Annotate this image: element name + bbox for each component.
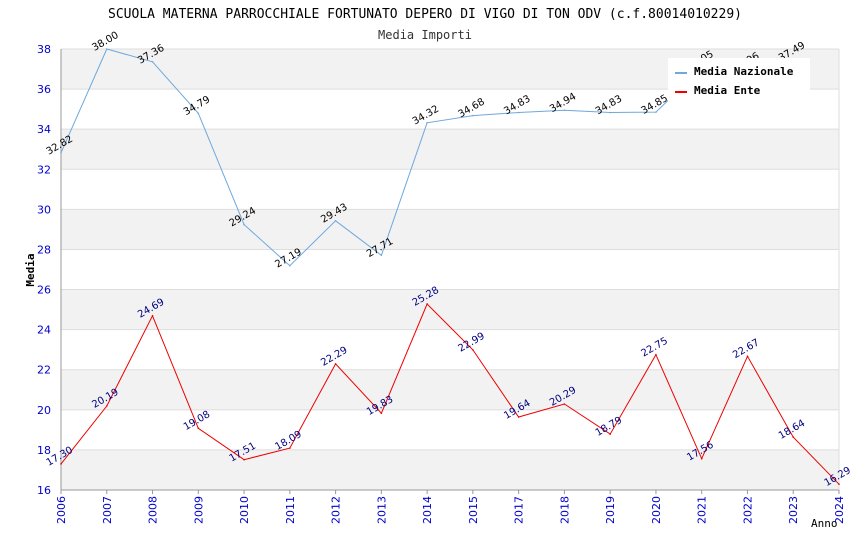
grid-band (61, 129, 839, 170)
x-tick-label: 2021 (696, 496, 709, 524)
data-point (426, 303, 428, 305)
x-tick-label: 2014 (421, 496, 434, 524)
data-label: 34.83 (594, 93, 624, 117)
y-axis-label: Media (24, 253, 37, 286)
data-label: 34.83 (502, 93, 532, 117)
data-point (472, 114, 474, 117)
legend-box (668, 58, 810, 102)
data-label: 18.09 (273, 429, 303, 453)
legend-label-media-nazionale: Media Nazionale (694, 65, 794, 78)
data-label: 34.79 (182, 94, 212, 118)
x-tick-label: 2012 (330, 496, 343, 524)
data-point (563, 403, 566, 405)
data-point (60, 463, 62, 465)
data-point (838, 483, 840, 485)
x-tick-label: 2008 (147, 496, 160, 524)
x-tick-label: 2015 (467, 496, 480, 524)
y-tick-label: 24 (37, 324, 51, 337)
x-tick-label: 2023 (787, 496, 800, 524)
chart-title: SCUOLA MATERNA PARROCCHIALE FORTUNATO DE… (108, 7, 742, 22)
data-label: 18.64 (777, 418, 807, 442)
data-label: 34.85 (640, 93, 670, 117)
x-tick-label: 2009 (192, 496, 205, 524)
data-point (243, 223, 245, 226)
data-point (563, 109, 566, 112)
data-point (517, 111, 520, 114)
x-tick-labels: 2006 2007 2008 2009 2010 2011 2012 2013 2014 2015… (55, 490, 846, 524)
data-point (746, 355, 749, 358)
data-point (334, 363, 337, 365)
data-point (289, 264, 291, 267)
series-line-1 (60, 303, 840, 485)
y-tick-label: 38 (37, 43, 51, 56)
grid-band (61, 209, 839, 250)
data-point (60, 152, 62, 154)
y-tick-label: 36 (37, 83, 51, 96)
data-point (426, 121, 428, 124)
data-point (655, 353, 657, 356)
y-tick-label: 16 (37, 484, 51, 497)
grid-bands (61, 49, 839, 490)
data-point (197, 112, 200, 115)
data-point (334, 219, 337, 222)
grid-band (61, 369, 839, 410)
x-tick-label: 2020 (650, 496, 663, 524)
grid-band (61, 289, 839, 330)
x-tick-label: 2018 (558, 496, 571, 524)
data-label: 19.08 (182, 409, 212, 433)
x-tick-label: 2006 (55, 496, 68, 524)
data-label: 22.99 (456, 331, 486, 355)
data-point (380, 412, 383, 415)
data-point (151, 315, 154, 317)
data-point (609, 111, 611, 114)
data-point (655, 111, 657, 113)
x-tick-label: 2013 (375, 496, 388, 524)
data-point (243, 458, 245, 461)
legend-label-media-ente: Media Ente (694, 84, 761, 97)
data-point (289, 447, 291, 449)
x-tick-label: 2010 (238, 496, 251, 524)
data-point (105, 48, 108, 50)
data-label: 34.32 (411, 104, 441, 128)
y-tick-label: 30 (37, 203, 51, 216)
y-tick-label: 32 (37, 163, 51, 176)
series-lines (60, 48, 840, 485)
y-tick-label: 22 (37, 364, 51, 377)
y-tick-label: 28 (37, 243, 51, 256)
x-axis-label: Anno (811, 517, 838, 530)
y-tick-labels: 16 18 20 22 24 26 28 30 32 34 36 38 (37, 43, 51, 497)
grid-band (61, 449, 839, 490)
data-label: 18.79 (594, 415, 624, 439)
x-tick-label: 2011 (284, 496, 297, 524)
x-tick-label: 2017 (513, 496, 526, 524)
y-tick-label: 18 (37, 444, 51, 457)
data-label: 34.94 (548, 91, 578, 115)
data-label: 27.19 (273, 247, 303, 271)
data-point (380, 254, 383, 257)
x-tick-label: 2022 (741, 496, 754, 524)
data-point (151, 61, 154, 63)
data-point (517, 416, 520, 418)
data-point (609, 433, 611, 435)
x-tick-label: 2024 (833, 496, 846, 524)
y-tick-label: 20 (37, 404, 51, 417)
y-tick-label: 34 (37, 123, 51, 136)
data-point (472, 349, 474, 351)
data-label: 22.29 (319, 345, 349, 369)
data-point (700, 457, 703, 460)
chart-subtitle: Media Importi (378, 28, 472, 42)
x-tick-label: 2007 (101, 496, 114, 524)
y-tick-label: 26 (37, 284, 51, 297)
data-point (105, 405, 108, 407)
x-tick-label: 2019 (604, 496, 617, 524)
legend: Media Nazionale Media Ente (668, 58, 810, 102)
data-point (792, 436, 795, 438)
data-point (197, 427, 200, 430)
data-label: 34.68 (456, 96, 486, 120)
gridlines (61, 48, 840, 491)
data-label: 22.67 (731, 337, 761, 361)
